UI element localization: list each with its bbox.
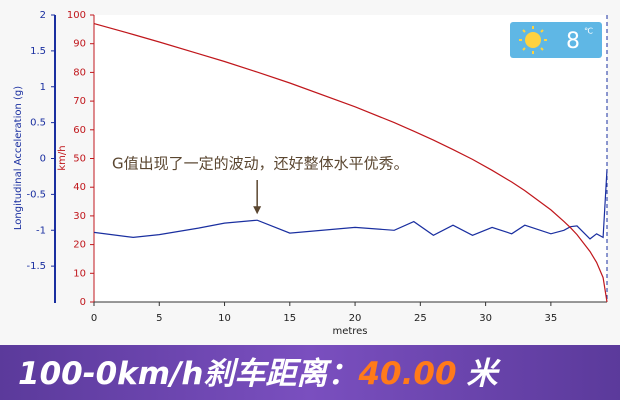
x-tick-label: 0 — [91, 313, 97, 324]
y2-tick-label: 100 — [67, 10, 86, 21]
badge-unit: ℃ — [584, 27, 593, 36]
y2-axis-label: km/h — [57, 145, 68, 170]
y-tick-label: 2 — [40, 10, 46, 21]
y2-tick-label: 40 — [73, 182, 86, 193]
banner-text: 100-0km/h刹车距离：40.00 米 — [18, 356, 502, 392]
y2-tick-label: 50 — [73, 154, 86, 165]
banner-label: 100-0km/h刹车距离： — [18, 356, 358, 392]
data-line — [93, 169, 608, 240]
y2-tick-label: 60 — [73, 125, 86, 136]
y2-tick-label: 10 — [73, 268, 86, 279]
x-tick-label: 35 — [545, 313, 558, 324]
sun-icon — [525, 32, 541, 48]
y-tick-label: 0 — [40, 154, 46, 165]
y2-tick-label: 70 — [73, 96, 86, 107]
banner-unit: 米 — [467, 356, 502, 392]
sun-rays — [519, 26, 547, 54]
banner — [0, 345, 620, 400]
weather-badge: 8 ℃ — [510, 22, 602, 58]
y2-tick-label: 80 — [73, 67, 86, 78]
x-tick-label: 5 — [156, 313, 162, 324]
plot-area — [94, 15, 607, 302]
x-tick-label: 20 — [349, 313, 362, 324]
x-tick-label: 25 — [414, 313, 427, 324]
x-tick-label: 15 — [283, 313, 296, 324]
annotation-arrowhead — [253, 206, 262, 215]
x-axis-label: metres — [332, 326, 367, 337]
x-tick-label: 10 — [218, 313, 231, 324]
x-tick-label: 30 — [479, 313, 492, 324]
y2-tick-label: 0 — [80, 297, 86, 308]
y-tick-label: -0.5 — [26, 189, 46, 200]
y-tick-label: 0.5 — [30, 118, 46, 129]
y-tick-label: 1.5 — [30, 46, 46, 57]
y2-tick-label: 20 — [73, 240, 86, 251]
y2-tick-label: 90 — [73, 39, 86, 50]
badge-value: 8 — [566, 29, 580, 54]
y-tick-label: -1 — [36, 225, 46, 236]
y-tick-label: 1 — [40, 82, 46, 93]
y2-tick-label: 30 — [73, 211, 86, 222]
y-tick-label: -1.5 — [26, 261, 46, 272]
banner-value: 40.00 — [357, 356, 456, 392]
badge-box — [510, 22, 602, 58]
annotation: G值出现了一定的波动，还好整体水平优秀。 — [112, 155, 409, 173]
data-line — [93, 23, 608, 303]
y-axis-label: Longitudinal Acceleration (g) — [13, 86, 24, 230]
